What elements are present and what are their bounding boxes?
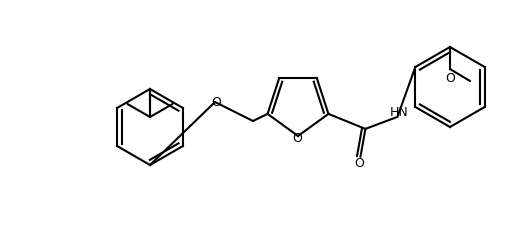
Text: O: O [354,157,364,170]
Text: HN: HN [390,106,409,119]
Text: O: O [211,96,221,109]
Text: O: O [445,71,455,84]
Text: O: O [292,132,302,145]
